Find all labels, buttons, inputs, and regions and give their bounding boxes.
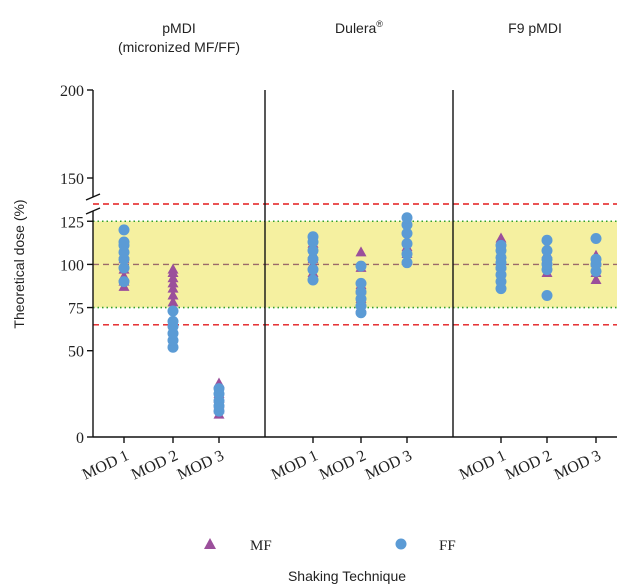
point-ff-p2-c2-6 bbox=[355, 260, 367, 272]
point-ff-p3-c2-1 bbox=[541, 289, 553, 301]
point-ff-p1-c1-6 bbox=[118, 236, 130, 248]
point-mf-p3-c3-1 bbox=[590, 273, 602, 284]
point-ff-p3-c3-3 bbox=[590, 253, 602, 265]
y-tick-label-0: 0 bbox=[76, 430, 84, 447]
point-ff-p2-c3-2 bbox=[401, 248, 413, 260]
point-ff-p1-c2-5 bbox=[167, 315, 179, 327]
x-axis-label: Shaking Technique bbox=[288, 568, 406, 584]
panel-title-2: Dulera® bbox=[335, 19, 383, 36]
point-mf-p1-c2-3 bbox=[167, 282, 179, 293]
y-axis-break-mark-2 bbox=[85, 207, 101, 215]
point-ff-p2-c2-4 bbox=[355, 286, 367, 298]
y-axis-label: Theoretical dose (%) bbox=[11, 199, 27, 328]
y-tick-label-1: 50 bbox=[68, 344, 84, 361]
point-mf-p1-c2-1 bbox=[167, 296, 179, 307]
point-ff-p3-c3-4 bbox=[590, 233, 602, 245]
point-mf-p1-c2-4 bbox=[167, 277, 179, 288]
point-ff-p3-c1-8 bbox=[495, 239, 507, 251]
legend-ff-label: FF bbox=[439, 538, 456, 554]
point-ff-p3-c2-6 bbox=[541, 234, 553, 246]
point-ff-p2-c2-5 bbox=[355, 277, 367, 289]
legend-item-ff: FF bbox=[395, 538, 456, 554]
y-tick-label-4: 125 bbox=[60, 214, 84, 231]
point-mf-p2-c2-6 bbox=[355, 246, 367, 257]
y-axis-break-mark-1 bbox=[85, 193, 101, 201]
y-tick-label-6: 200 bbox=[60, 83, 84, 100]
point-ff-p1-c1-2 bbox=[118, 262, 130, 274]
point-ff-p2-c3-3 bbox=[401, 238, 413, 250]
panel-title-1: pMDI bbox=[162, 20, 195, 36]
x-tick-label-p3-c2: MOD 2 bbox=[503, 447, 555, 483]
point-ff-p2-c1-3 bbox=[307, 253, 319, 265]
point-ff-p1-c1-1 bbox=[118, 276, 130, 288]
legend-mf-label: MF bbox=[250, 538, 272, 554]
point-mf-p1-c2-2 bbox=[167, 289, 179, 300]
point-ff-p2-c1-2 bbox=[307, 264, 319, 276]
panel-subtitle-1: (micronized MF/FF) bbox=[118, 39, 240, 55]
point-mf-p3-c1-7 bbox=[495, 232, 507, 243]
x-tick-label-p1-c2: MOD 2 bbox=[129, 447, 181, 483]
legend: MF FF bbox=[204, 538, 456, 554]
panel-titles: pMDI (micronized MF/FF) Dulera® F9 pMDI bbox=[118, 19, 562, 55]
panel-title-3: F9 pMDI bbox=[508, 20, 562, 36]
x-tick-label-p2-c1: MOD 1 bbox=[269, 447, 321, 483]
legend-mf-marker bbox=[204, 538, 216, 549]
legend-ff-marker bbox=[395, 538, 407, 550]
acceptance-bands bbox=[93, 203, 617, 326]
x-tick-label-p2-c2: MOD 2 bbox=[317, 447, 369, 483]
point-ff-p2-c1-6 bbox=[307, 231, 319, 243]
point-ff-p2-c3-4 bbox=[401, 227, 413, 239]
y-tick-label-5: 150 bbox=[60, 171, 84, 188]
x-tick-label-p1-c3: MOD 3 bbox=[175, 447, 227, 483]
x-tick-label-p3-c3: MOD 3 bbox=[552, 447, 604, 483]
point-ff-p2-c1-4 bbox=[307, 245, 319, 257]
y-tick-label-2: 75 bbox=[68, 301, 84, 318]
x-tick-label-p2-c3: MOD 3 bbox=[363, 447, 415, 483]
point-mf-p1-c2-5 bbox=[167, 272, 179, 283]
legend-item-mf: MF bbox=[204, 538, 272, 554]
point-ff-p3-c2-4 bbox=[541, 253, 553, 265]
point-ff-p2-c3-1 bbox=[401, 257, 413, 269]
point-ff-p1-c2-6 bbox=[167, 305, 179, 317]
point-mf-p1-c2-7 bbox=[167, 263, 179, 274]
data-points bbox=[118, 212, 602, 419]
x-tick-label-p3-c1: MOD 1 bbox=[457, 447, 509, 483]
point-ff-p1-c3-5 bbox=[213, 383, 225, 395]
point-ff-p2-c1-1 bbox=[307, 274, 319, 286]
point-ff-p3-c2-5 bbox=[541, 245, 553, 257]
x-tick-label-p1-c1: MOD 1 bbox=[80, 447, 132, 483]
panel-title-superscript-2: ® bbox=[376, 19, 383, 29]
y-tick-label-3: 100 bbox=[60, 257, 84, 274]
point-ff-p2-c3-6 bbox=[401, 212, 413, 224]
point-ff-p1-c1-7 bbox=[118, 224, 130, 236]
